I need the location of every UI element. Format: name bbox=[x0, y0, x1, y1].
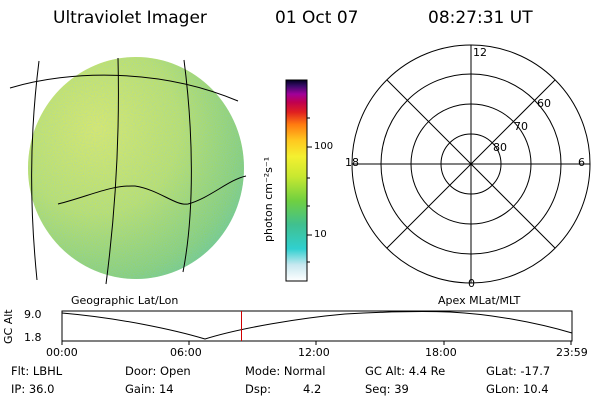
colorbar bbox=[285, 79, 312, 282]
ip-readout: IP: 36.0 bbox=[11, 382, 55, 396]
mlt-label-18: 18 bbox=[345, 156, 359, 169]
filter-readout: Flt: LBHL bbox=[11, 364, 63, 378]
longitude-line bbox=[182, 59, 192, 273]
mlt-label-0: 0 bbox=[468, 277, 475, 290]
altitude-curve bbox=[61, 311, 573, 340]
earth-disk bbox=[28, 57, 244, 279]
colorbar-unit-label: photon cm⁻²s⁻¹ bbox=[262, 156, 275, 242]
gc-alt-readout: GC Alt: 4.4 Re bbox=[365, 364, 446, 378]
latitude-line bbox=[9, 74, 239, 102]
orbit-plot bbox=[61, 310, 573, 345]
glat-readout: GLat: -17.7 bbox=[486, 364, 551, 378]
colorbar-scale bbox=[285, 79, 308, 282]
date-label: 01 Oct 07 bbox=[275, 8, 359, 28]
uv-image bbox=[9, 57, 247, 285]
mode-readout: Mode: Normal bbox=[245, 364, 326, 378]
door-readout: Door: Open bbox=[125, 364, 191, 378]
dsp-readout-label: Dsp: bbox=[245, 382, 272, 396]
orbit-xtick-2359: 23:59 bbox=[556, 346, 588, 359]
orbit-plot-frame bbox=[61, 310, 573, 342]
lat-label-80: 80 bbox=[493, 141, 507, 154]
orbit-xtick-0600: 06:00 bbox=[170, 346, 202, 359]
colorbar-tick-10: 10 bbox=[314, 229, 327, 240]
mlt-label-6: 6 bbox=[578, 156, 585, 169]
apex-coordinate-label: Apex MLat/MLT bbox=[438, 294, 521, 307]
orbit-xtick-1800: 18:00 bbox=[425, 346, 457, 359]
lat-label-60: 60 bbox=[537, 97, 551, 110]
orbit-ylabel: GC Alt bbox=[2, 309, 15, 344]
orbit-ytick-top: 9.0 bbox=[24, 308, 42, 321]
seq-readout: Seq: 39 bbox=[365, 382, 409, 396]
orbit-xtick-1200: 12:00 bbox=[298, 346, 330, 359]
lat-label-70: 70 bbox=[514, 120, 528, 133]
dsp-readout-value: 4.2 bbox=[303, 382, 322, 396]
instrument-title: Ultraviolet Imager bbox=[53, 8, 207, 28]
longitude-line bbox=[105, 57, 119, 285]
polar-plot bbox=[351, 44, 591, 284]
orbit-ytick-bottom: 1.8 bbox=[24, 331, 42, 344]
mlt-label-12: 12 bbox=[473, 46, 487, 59]
geo-grid bbox=[9, 57, 247, 285]
mlt-line-diagonal bbox=[386, 79, 556, 249]
latitude-line bbox=[57, 175, 247, 205]
glon-readout: GLon: 10.4 bbox=[486, 382, 549, 396]
geographic-coordinate-label: Geographic Lat/Lon bbox=[71, 294, 179, 307]
colorbar-tick-100: 100 bbox=[314, 141, 334, 152]
gain-readout: Gain: 14 bbox=[125, 382, 174, 396]
time-label: 08:27:31 UT bbox=[428, 8, 533, 28]
longitude-line bbox=[31, 60, 40, 281]
orbit-xtick-0000: 00:00 bbox=[46, 346, 78, 359]
